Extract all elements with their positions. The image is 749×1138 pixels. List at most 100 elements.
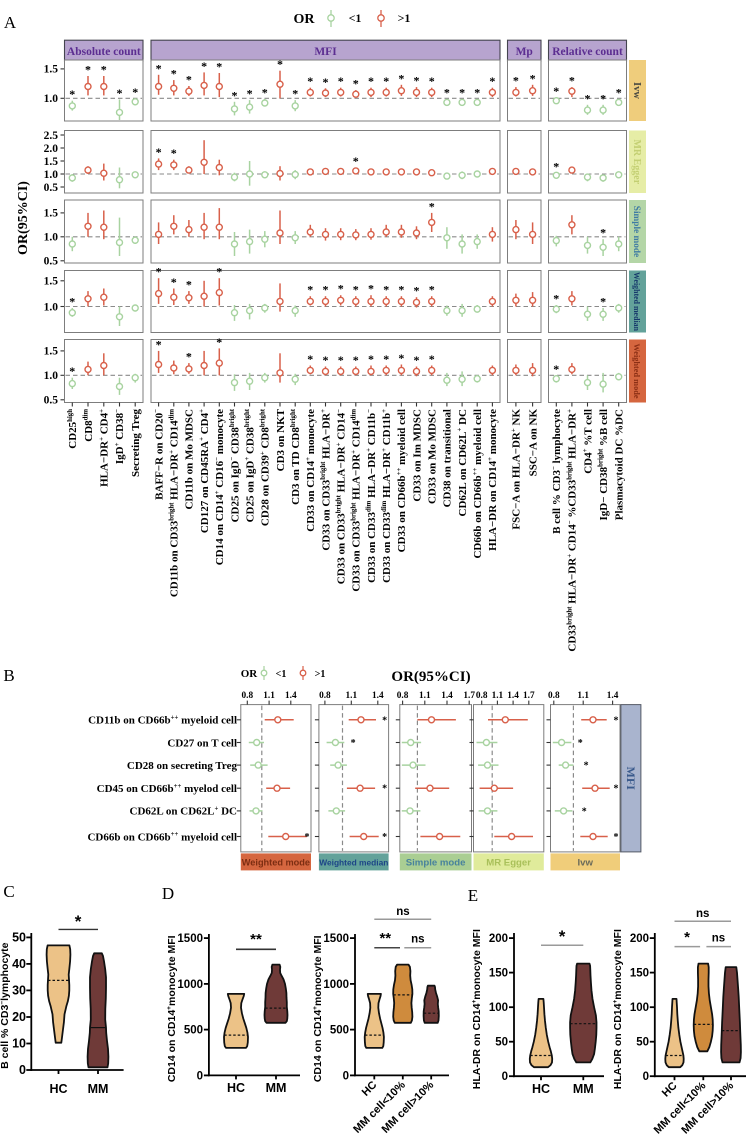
svg-text:CD45 on CD66b++​ myelod cell: CD45 on CD66b++​ myelod cell <box>97 783 237 795</box>
svg-text:HC: HC <box>227 1081 245 1095</box>
svg-text:MFI: MFI <box>624 767 638 791</box>
svg-text:HLA−DR+​ CD4+​: HLA−DR+​ CD4+​ <box>98 409 110 487</box>
svg-text:CD14 on CD14+​monocyte MFI: CD14 on CD14+​monocyte MFI <box>312 935 324 1082</box>
svg-text:<1: <1 <box>349 11 362 25</box>
svg-text:*: * <box>353 154 359 168</box>
svg-text:0.8: 0.8 <box>319 691 331 701</box>
svg-text:1.4: 1.4 <box>507 691 519 701</box>
svg-text:*: * <box>351 738 356 749</box>
svg-text:HLA−DR on CD14+​ monocyte: HLA−DR on CD14+​ monocyte <box>487 409 499 551</box>
svg-text:*: * <box>307 74 313 88</box>
svg-text:*: * <box>429 74 435 88</box>
svg-text:CD14 on CD14+​ CD16−​ monocyte: CD14 on CD14+​ CD16−​ monocyte <box>214 409 226 565</box>
svg-text:2.0: 2.0 <box>44 143 59 155</box>
svg-text:>1: >1 <box>398 11 411 25</box>
svg-text:1.0: 1.0 <box>44 93 59 105</box>
svg-text:500: 500 <box>184 1025 203 1037</box>
svg-text:Ivw: Ivw <box>577 857 593 868</box>
svg-text:1.4: 1.4 <box>607 691 619 701</box>
svg-text:*: * <box>553 362 559 376</box>
svg-text:*: * <box>614 715 619 726</box>
svg-text:CD127 on CD45RA+​ CD4+​: CD127 on CD45RA+​ CD4+​ <box>199 409 211 533</box>
svg-text:MR Egger: MR Egger <box>631 139 642 184</box>
svg-text:30: 30 <box>12 983 26 997</box>
svg-text:1.4: 1.4 <box>372 691 384 701</box>
svg-text:1.4: 1.4 <box>441 691 453 701</box>
svg-text:*: * <box>383 352 389 366</box>
svg-text:0.8: 0.8 <box>397 691 409 701</box>
svg-text:*: * <box>382 784 387 795</box>
svg-text:*: * <box>201 59 207 73</box>
svg-text:1.5: 1.5 <box>44 64 59 76</box>
svg-text:CD8dim​: CD8dim​ <box>83 409 95 442</box>
svg-text:*: * <box>578 738 583 749</box>
svg-text:CD28 on secreting Treg: CD28 on secreting Treg <box>127 760 238 772</box>
svg-text:*: * <box>156 145 162 159</box>
svg-text:*: * <box>323 75 329 89</box>
svg-text:ns: ns <box>712 933 725 945</box>
svg-text:CD3 on NKT: CD3 on NKT <box>275 408 287 471</box>
svg-text:*: * <box>489 74 495 88</box>
svg-text:*: * <box>247 87 253 101</box>
svg-text:*: * <box>277 57 283 71</box>
svg-text:*: * <box>382 832 387 843</box>
svg-text:*: * <box>75 912 82 931</box>
svg-text:*: * <box>553 292 559 306</box>
svg-text:*: * <box>414 353 420 367</box>
svg-text:CD25 on IgD−​ CD38bright​: CD25 on IgD−​ CD38bright​ <box>229 408 241 522</box>
svg-text:200: 200 <box>630 933 649 945</box>
svg-text:CD11b on CD33bright​ HLA−DR+​: CD11b on CD33bright​ HLA−DR+​ CD14dim​ <box>168 409 180 597</box>
svg-text:FSC−A on HLA−DR+​ NK: FSC−A on HLA−DR+​ NK <box>511 409 523 530</box>
svg-text:0.8: 0.8 <box>241 691 253 701</box>
svg-text:Weighted median: Weighted median <box>632 272 641 332</box>
svg-text:*: * <box>474 85 480 99</box>
svg-text:E: E <box>468 886 478 905</box>
svg-text:*: * <box>368 282 374 296</box>
svg-text:*: * <box>600 91 606 105</box>
svg-text:*: * <box>307 283 313 297</box>
svg-text:*: * <box>383 74 389 88</box>
svg-text:CD33 on CD33bright​ HLA−DR+​ C: CD33 on CD33bright​ HLA−DR+​ CD14dim​ <box>350 409 362 592</box>
svg-text:C: C <box>3 882 14 901</box>
svg-text:*: * <box>69 364 75 378</box>
svg-text:B cell % CD3−​lymphocyte: B cell % CD3−​lymphocyte <box>0 942 11 1069</box>
svg-text:*: * <box>585 91 591 105</box>
svg-text:40: 40 <box>12 957 26 971</box>
svg-text:*: * <box>429 199 435 213</box>
svg-text:*: * <box>171 67 177 81</box>
svg-text:CD62L on CD62L+​ DC: CD62L on CD62L+​ DC <box>130 806 238 818</box>
svg-text:*: * <box>569 74 575 88</box>
svg-text:1.1: 1.1 <box>419 691 431 701</box>
svg-text:CD27 on T cell: CD27 on T cell <box>167 737 237 749</box>
svg-text:*: * <box>614 832 619 843</box>
svg-text:*: * <box>368 74 374 88</box>
svg-text:*: * <box>429 283 435 297</box>
svg-text:*: * <box>553 160 559 174</box>
svg-text:*: * <box>216 335 222 349</box>
svg-text:50: 50 <box>495 1037 508 1049</box>
svg-text:OR(95%CI): OR(95%CI) <box>16 181 31 255</box>
svg-text:CD38 on transitional: CD38 on transitional <box>442 409 454 507</box>
svg-text:*: * <box>338 74 344 88</box>
svg-text:*: * <box>305 832 310 843</box>
svg-text:CD62L on CD62L+​ DC: CD62L on CD62L+​ DC <box>457 409 469 517</box>
svg-text:*: * <box>117 86 123 100</box>
svg-text:CD4+​ %T cell: CD4+​ %T cell <box>582 409 594 474</box>
svg-text:B: B <box>3 666 14 685</box>
svg-text:*: * <box>262 85 268 99</box>
svg-text:OR: OR <box>294 12 316 27</box>
svg-text:*: * <box>232 88 238 102</box>
svg-text:20: 20 <box>12 1010 26 1024</box>
svg-text:HC: HC <box>532 1082 550 1096</box>
svg-text:*: * <box>171 146 177 160</box>
svg-text:CD11b on Mo MDSC: CD11b on Mo MDSC <box>184 409 196 510</box>
svg-text:CD25 on IgD+​ CD38bright​: CD25 on IgD+​ CD38bright​ <box>244 408 256 522</box>
svg-text:*: * <box>186 73 192 87</box>
svg-text:1000: 1000 <box>323 979 349 991</box>
svg-text:CD14 on CD14+​monocyte MFI: CD14 on CD14+​monocyte MFI <box>166 935 178 1082</box>
svg-text:*: * <box>216 60 222 74</box>
svg-text:CD3 on TD CD8bright​: CD3 on TD CD8bright​ <box>290 408 302 505</box>
svg-text:IgD+​ CD38−​: IgD+​ CD38−​ <box>114 409 126 464</box>
svg-text:*: * <box>584 761 589 772</box>
svg-text:*: * <box>132 85 138 99</box>
